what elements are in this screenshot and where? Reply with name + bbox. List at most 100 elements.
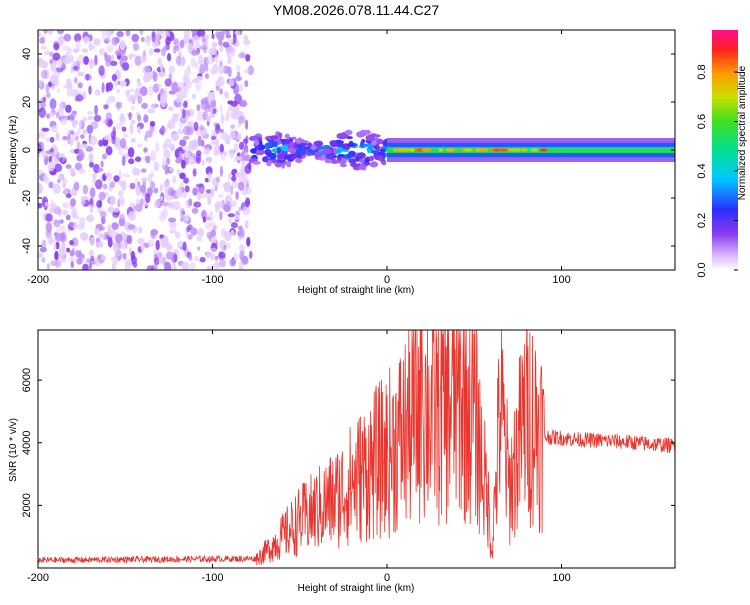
spectrogram-onset-mark [346, 143, 356, 147]
spectrogram-onset-mark [359, 163, 365, 170]
spectrogram-noise-mark [194, 41, 201, 50]
spectrogram-noise-mark [233, 83, 240, 95]
spectrogram-noise-mark [199, 45, 208, 51]
spectrogram-noise-mark [238, 52, 246, 59]
spectrogram-noise-mark [234, 156, 243, 161]
spectrogram-noise-mark [136, 198, 141, 205]
spectrogram-noise-mark [219, 259, 226, 268]
spectrogram-noise-mark [220, 245, 226, 253]
spectrogram-noise-mark [38, 81, 42, 88]
spectrogram-noise-mark [140, 198, 144, 207]
spectrogram-noise-mark [148, 85, 154, 97]
spectrogram-noise-mark [167, 201, 175, 209]
spectrogram-noise-mark [146, 38, 151, 47]
spectrogram-noise-mark [68, 256, 76, 263]
spectrogram-noise-mark [77, 71, 85, 77]
spectrogram-noise-mark [168, 220, 177, 229]
spectrogram-noise-mark [164, 261, 172, 270]
spectrogram-marks [38, 30, 675, 270]
spectrogram-noise-mark [69, 250, 75, 257]
spectrogram-noise-mark [242, 255, 248, 264]
spectrogram-noise-mark [120, 241, 127, 250]
spectrogram-noise-mark [103, 104, 109, 110]
spectrogram-onset-mark [289, 147, 297, 154]
spectrogram-noise-mark [210, 229, 217, 237]
spectrogram-noise-mark [63, 33, 72, 42]
spectrogram-noise-mark [159, 195, 164, 202]
spectrogram-onset-mark [377, 155, 384, 162]
spectrogram-noise-mark [100, 160, 104, 168]
spectrogram-noise-mark [166, 53, 172, 62]
spectrogram-noise-mark [52, 52, 61, 61]
spectrogram-noise-mark [98, 65, 105, 76]
spectrogram-noise-mark [74, 162, 83, 171]
spectrogram-noise-mark [228, 78, 235, 87]
spectrogram-onset-mark [277, 153, 285, 159]
spectrogram-noise-mark [98, 48, 106, 56]
spectrogram-noise-mark [79, 148, 84, 158]
spectrogram-noise-mark [41, 257, 46, 263]
spectrogram-noise-mark [139, 86, 148, 97]
spectrogram-noise-mark [226, 109, 230, 121]
spectrogram-noise-mark [82, 144, 89, 149]
snr-series-line [38, 330, 675, 566]
spectrogram-noise-mark [72, 65, 79, 71]
spectrogram-noise-mark [61, 202, 70, 209]
colorbar-tick-label: 0.0 [696, 262, 708, 277]
spectrogram-onset-mark [367, 148, 372, 154]
spectrogram-noise-mark [245, 197, 251, 208]
spectrogram-noise-mark [195, 156, 200, 162]
spectrogram-noise-mark [47, 30, 54, 35]
spectrogram-noise-mark [181, 159, 186, 169]
spectrogram-noise-mark [174, 148, 180, 159]
spectrogram-noise-mark [130, 105, 135, 111]
spectrogram-noise-mark [219, 46, 223, 52]
spectrogram-noise-mark [38, 169, 44, 176]
spectrogram-noise-mark [233, 143, 239, 152]
spectrogram-noise-mark [40, 133, 46, 140]
spectrogram-noise-mark [183, 100, 188, 108]
spectrogram-noise-mark [168, 217, 177, 223]
spectrogram-noise-mark [54, 163, 63, 173]
spectrogram-noise-mark [154, 142, 160, 153]
spectrogram-noise-mark [249, 250, 253, 260]
spectrogram-noise-mark [159, 237, 167, 248]
spectrogram-onset-mark [298, 148, 307, 155]
spectrogram-noise-mark [169, 167, 173, 172]
spectrogram-noise-mark [76, 141, 81, 152]
spectrogram-noise-mark [207, 197, 212, 206]
spectrogram-noise-mark [138, 226, 142, 232]
spectrogram-noise-mark [115, 50, 121, 56]
spectrogram-noise-mark [213, 262, 221, 269]
spectrogram-noise-mark [232, 32, 237, 44]
spectrogram-noise-mark [65, 193, 72, 198]
spectrogram-noise-mark [175, 231, 181, 239]
spectrogram-noise-mark [195, 82, 202, 92]
spectrogram-noise-mark [169, 143, 176, 151]
spectrogram-noise-mark [88, 152, 94, 161]
spectrogram-noise-mark [65, 104, 72, 114]
spectrogram-noise-mark [207, 172, 212, 183]
snr-ytick-label: 4000 [21, 430, 33, 454]
spectrogram-noise-mark [215, 85, 220, 92]
snr-background [38, 330, 675, 568]
spectrogram-noise-mark [75, 135, 79, 141]
spectrogram-noise-mark [97, 240, 103, 247]
spectrogram-noise-mark [165, 251, 174, 260]
spectrogram-noise-mark [227, 66, 232, 78]
spectrogram-noise-mark [96, 200, 102, 208]
spectrogram-noise-mark [40, 60, 49, 69]
spectrogram-noise-mark [152, 83, 160, 93]
spectrogram-noise-mark [45, 137, 51, 143]
spectrogram-noise-mark [211, 42, 218, 48]
snr-xlabel: Height of straight line (km) [298, 583, 415, 594]
spectrogram-noise-mark [111, 222, 119, 230]
spectrogram-noise-mark [210, 187, 215, 197]
spectrogram-noise-mark [102, 183, 108, 190]
spectrogram-noise-mark [183, 125, 191, 136]
spectrogram-noise-mark [197, 30, 206, 37]
spectrogram-noise-mark [155, 239, 160, 251]
spectrogram-peak-mark [445, 148, 455, 152]
spectrogram-noise-mark [94, 104, 98, 116]
